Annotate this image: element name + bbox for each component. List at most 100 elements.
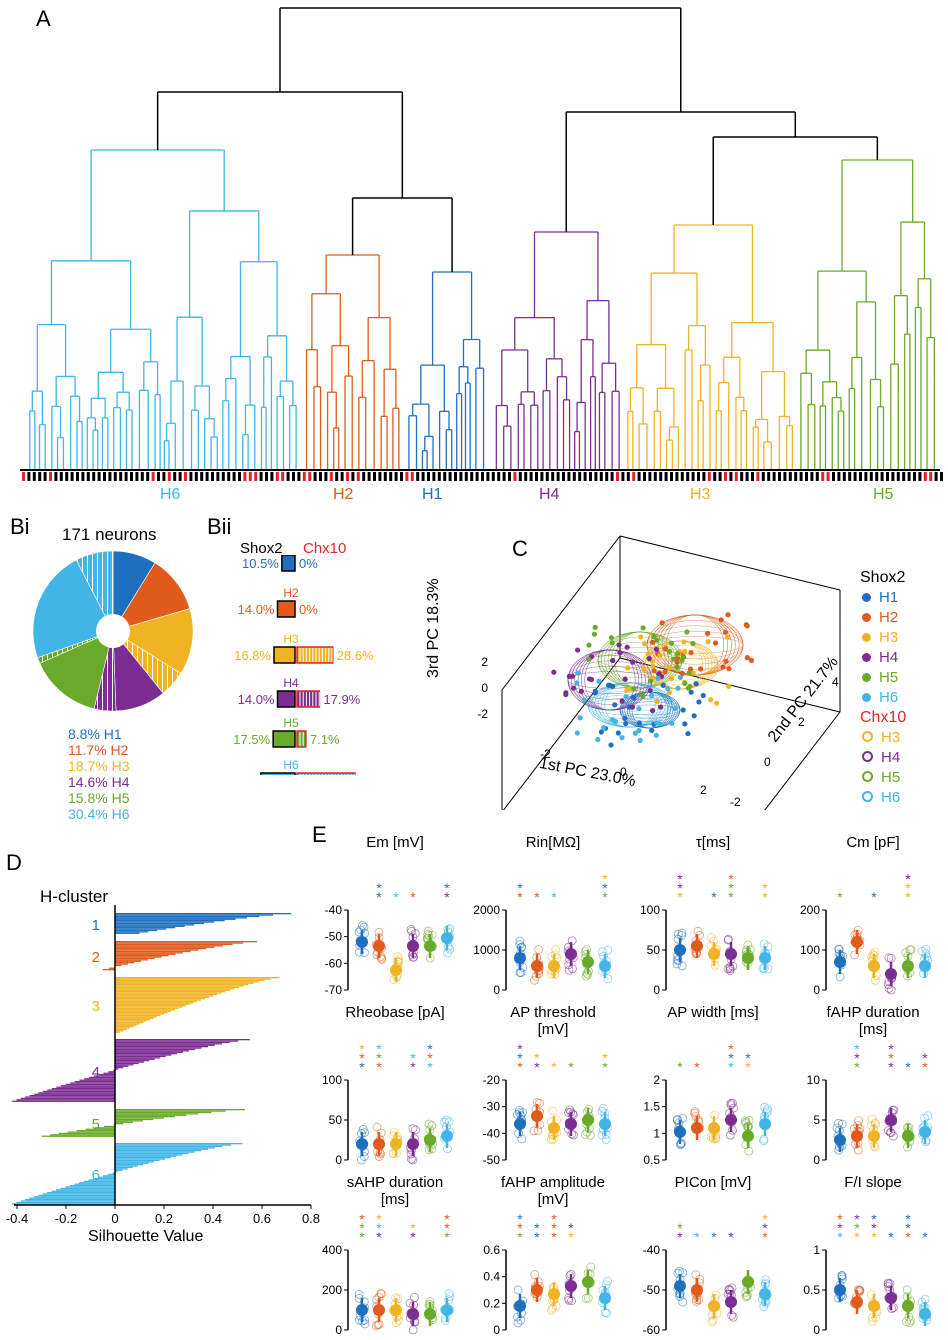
svg-text:*: * bbox=[602, 871, 608, 887]
property-group-h6 bbox=[598, 1104, 611, 1143]
pie-legend-h2: 11.7% H2 bbox=[68, 742, 178, 758]
property-group-h6 bbox=[918, 1295, 931, 1326]
silhouette-cluster-2 bbox=[103, 941, 257, 970]
pca-legend-label: H6 bbox=[881, 789, 900, 806]
property-group-h3 bbox=[707, 933, 721, 969]
property-ytick: 0 bbox=[813, 1323, 820, 1337]
property-ytick: 1.5 bbox=[643, 1100, 660, 1114]
silhouette-cluster-label: 2 bbox=[92, 949, 100, 966]
svg-text:*: * bbox=[517, 1041, 523, 1057]
pca-legend-label: H3 bbox=[879, 629, 898, 646]
svg-text:*: * bbox=[677, 1059, 683, 1075]
property-ytick: 50 bbox=[329, 1113, 343, 1127]
svg-text:*: * bbox=[551, 1211, 557, 1227]
pca-legend-dot bbox=[862, 593, 871, 602]
property-group-h3 bbox=[389, 1128, 402, 1158]
shox2-value: 16.8% bbox=[234, 648, 271, 663]
property-group-h6 bbox=[919, 1112, 932, 1146]
pca-legend-label: H5 bbox=[879, 669, 898, 686]
property-group-h2 bbox=[691, 1108, 704, 1140]
shox2-value: 10.5% bbox=[242, 556, 279, 571]
shox2-bar bbox=[261, 773, 295, 775]
property-ytick: 1000 bbox=[473, 943, 500, 957]
dendrogram-label-h5: H5 bbox=[873, 486, 893, 504]
svg-text:*: * bbox=[745, 1050, 751, 1066]
svg-text:*: * bbox=[568, 1059, 574, 1075]
svg-text:*: * bbox=[410, 889, 416, 905]
pca-legend-dot bbox=[862, 613, 871, 622]
property-group-h1 bbox=[833, 1119, 846, 1154]
significance-stars: ********* bbox=[517, 1041, 608, 1075]
chx10-bar bbox=[297, 647, 333, 663]
property-group-h4 bbox=[884, 1279, 897, 1313]
svg-text:*: * bbox=[922, 1050, 928, 1066]
shox2-bar bbox=[278, 601, 296, 617]
property-group-h2 bbox=[372, 1289, 385, 1329]
property-plot-11: PICon [mV]-40-50-60******** bbox=[618, 1170, 778, 1340]
property-group-h4 bbox=[724, 935, 737, 974]
pca-xtick: 2 bbox=[700, 783, 707, 797]
svg-text:*: * bbox=[393, 889, 399, 905]
property-group-h3 bbox=[868, 948, 880, 984]
significance-stars: ********* bbox=[854, 1041, 928, 1075]
property-ytick: 5 bbox=[813, 1113, 820, 1127]
pca-ytick: 0 bbox=[764, 755, 771, 769]
property-group-h5 bbox=[581, 1105, 594, 1139]
bar-chart: H110.5%0%H214.0%0%H316.8%28.6%H414.0%17.… bbox=[180, 555, 410, 775]
property-group-h4 bbox=[884, 1106, 898, 1140]
significance-stars: ***** bbox=[837, 871, 911, 905]
silhouette-cluster-label: 4 bbox=[92, 1064, 100, 1081]
property-group-h1 bbox=[673, 1114, 687, 1148]
property-group-h4 bbox=[565, 1106, 578, 1139]
property-ytick: 200 bbox=[800, 903, 820, 917]
property-group-h1 bbox=[834, 945, 847, 981]
bar-row-label: H3 bbox=[283, 632, 299, 646]
svg-text:*: * bbox=[359, 1211, 365, 1227]
property-ytick: -30 bbox=[483, 1100, 501, 1114]
property-group-h3 bbox=[547, 1282, 560, 1314]
property-ytick: 0 bbox=[813, 1153, 820, 1167]
svg-text:*: * bbox=[410, 1220, 416, 1236]
silhouette-cluster-5 bbox=[42, 1109, 245, 1137]
silhouette-cluster-3 bbox=[115, 977, 279, 1033]
shox2-value: 14.0% bbox=[238, 692, 275, 707]
pca-legend-ring bbox=[862, 731, 873, 742]
significance-stars: ********* bbox=[677, 871, 768, 905]
property-ytick: 0 bbox=[335, 1323, 342, 1337]
property-group-h3 bbox=[547, 946, 561, 979]
property-group-h4 bbox=[407, 925, 419, 961]
property-ytick: -40 bbox=[483, 1126, 501, 1140]
shox2-bar bbox=[274, 647, 295, 663]
svg-text:*: * bbox=[728, 871, 734, 887]
significance-stars: ******* bbox=[677, 1041, 751, 1075]
svg-text:*: * bbox=[517, 880, 523, 896]
property-group-h4 bbox=[565, 1270, 577, 1304]
pie-chart bbox=[30, 548, 196, 714]
property-group-h1 bbox=[514, 937, 527, 977]
svg-text:*: * bbox=[534, 1220, 540, 1236]
property-plot-1: Em [mV]-40-50-60-70****** bbox=[300, 830, 460, 1000]
property-ytick: 0 bbox=[493, 983, 500, 997]
property-group-h3 bbox=[547, 1107, 561, 1143]
dendrogram-branch-h5 bbox=[801, 160, 934, 470]
dendrogram-branch-h3 bbox=[628, 225, 793, 470]
dendrogram bbox=[0, 0, 948, 500]
pie-legend-h3: 18.7% H3 bbox=[68, 758, 178, 774]
silhouette-xtick: 0 bbox=[111, 1211, 118, 1226]
property-group-h2 bbox=[851, 926, 864, 959]
property-group-h2 bbox=[691, 1271, 704, 1306]
dendrogram-branch-h1 bbox=[409, 272, 484, 470]
property-ytick: 1 bbox=[653, 1126, 660, 1140]
property-group-h6 bbox=[918, 945, 931, 978]
significance-stars: ************** bbox=[837, 1211, 928, 1245]
property-ytick: 100 bbox=[800, 943, 820, 957]
property-group-h2 bbox=[373, 1123, 385, 1161]
panel-label-d: D bbox=[6, 850, 22, 876]
svg-text:*: * bbox=[427, 1041, 433, 1057]
svg-text:*: * bbox=[888, 1229, 894, 1245]
pie-hole bbox=[96, 614, 130, 648]
